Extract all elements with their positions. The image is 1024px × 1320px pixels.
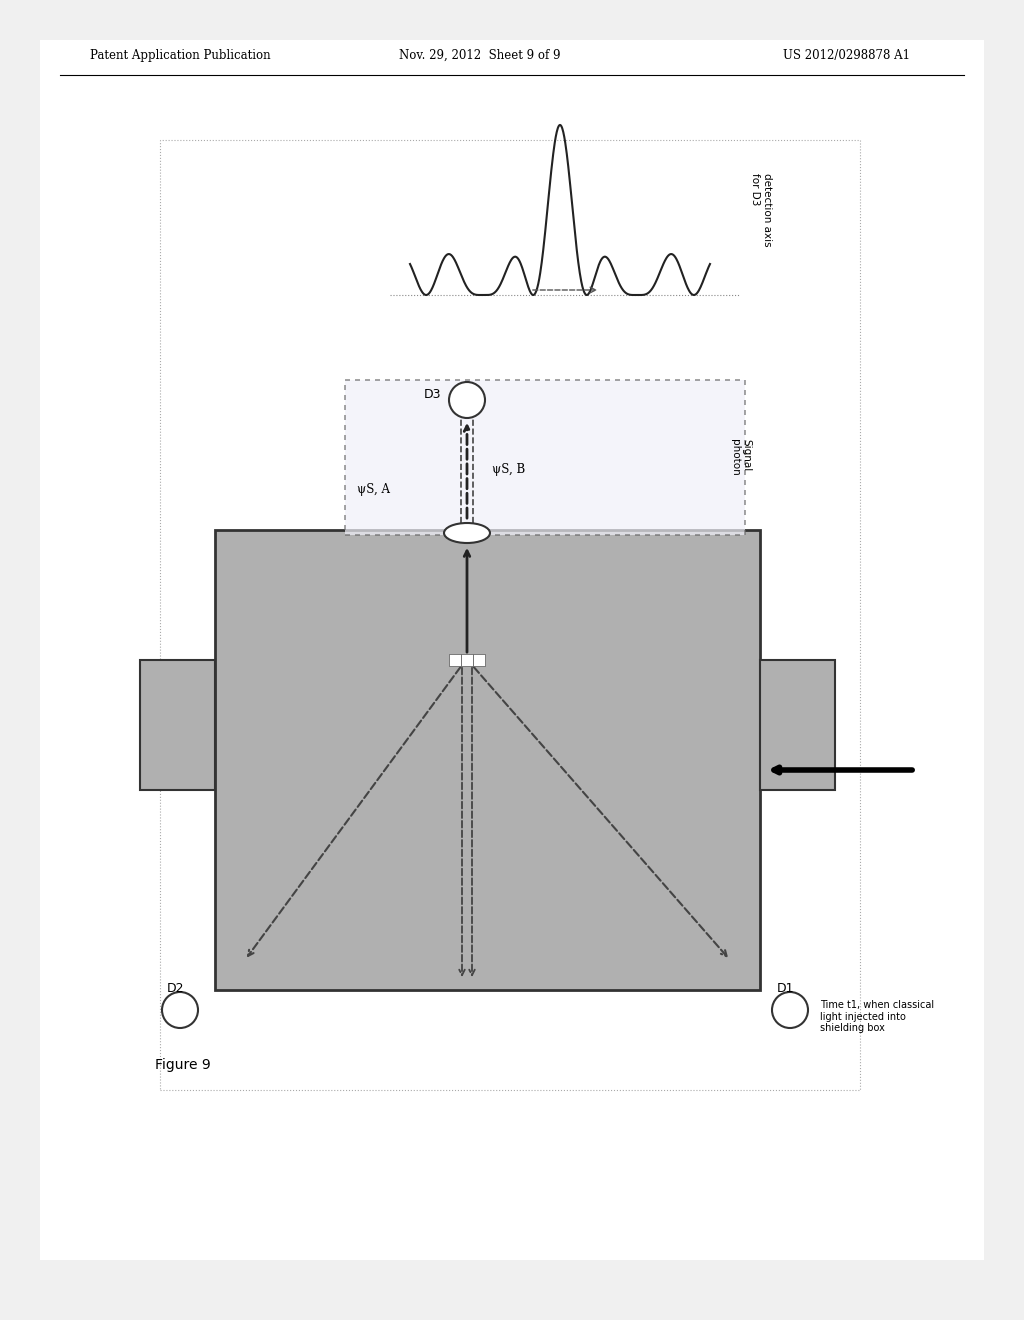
Circle shape [162,993,198,1028]
Text: Nov. 29, 2012  Sheet 9 of 9: Nov. 29, 2012 Sheet 9 of 9 [399,49,561,62]
Text: Time t1, when classical
light injected into
shielding box: Time t1, when classical light injected i… [820,1001,934,1034]
Bar [473,653,485,667]
Text: Signal
photon: Signal photon [730,438,752,475]
Text: ψS, B: ψS, B [492,463,525,477]
Text: Patent Application Publication: Patent Application Publication [90,49,270,62]
Bar [140,660,215,789]
Circle shape [772,993,808,1028]
Text: D3: D3 [424,388,441,401]
Text: D1: D1 [776,982,794,995]
Bar [760,660,835,789]
Text: D2: D2 [166,982,183,995]
Text: Figure 9: Figure 9 [155,1059,211,1072]
Text: US 2012/0298878 A1: US 2012/0298878 A1 [783,49,910,62]
Circle shape [449,381,485,418]
Bar [160,140,860,1090]
Bar [449,653,461,667]
Bar [345,380,745,535]
Bar [461,653,473,667]
Text: ψS, A: ψS, A [357,483,390,496]
Text: detection axis
for D3: detection axis for D3 [750,173,772,247]
Bar [215,531,760,990]
Ellipse shape [444,523,490,543]
